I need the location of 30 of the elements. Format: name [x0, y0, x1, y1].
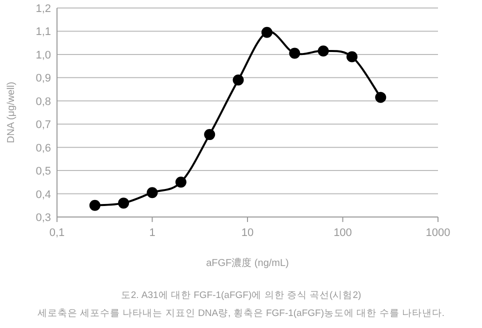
y-tick-label: 0,5	[36, 166, 51, 178]
y-tick-label: 1,2	[36, 3, 51, 15]
text: 세로축은 세포수를 나타내는 지표인 DNA량, 횡축은 FGF-1(aFGF)농도에 대한 수를 나타낸다.	[37, 308, 445, 319]
x-tick-label: 100	[334, 227, 352, 239]
y-tick-label: 0,7	[36, 119, 51, 132]
x-axis-title: aFGF濃度 (ng/mL)	[206, 257, 289, 269]
x-tick-label: 1000	[426, 227, 450, 239]
y-tick-label: 0,9	[36, 72, 51, 85]
x-tick-label: 1	[149, 227, 156, 239]
y-tick-label: 0,4	[36, 188, 51, 201]
point	[261, 26, 272, 38]
y-tick-label: 0,8	[36, 96, 51, 108]
point	[204, 129, 216, 140]
y-tick-label: 1,1	[36, 26, 51, 38]
point	[146, 187, 158, 198]
point	[346, 51, 358, 62]
y-tick-label: 1,0	[36, 49, 51, 62]
x-tick-label: 0,1	[49, 227, 65, 239]
y-tick-label: 0,6	[36, 142, 51, 154]
text: 도2. A31에 대한 FGF-1(aFGF)에 의한 증식 곡선(시험2)	[120, 290, 362, 301]
point	[232, 74, 244, 86]
point	[318, 45, 329, 56]
x-tick-label: 10	[241, 227, 254, 239]
point	[375, 92, 386, 103]
point	[289, 48, 300, 59]
point	[89, 200, 100, 211]
point	[118, 198, 130, 209]
y-axis-title: DNA (μg/well)	[6, 82, 17, 144]
y-tick-label: 0,3	[36, 212, 51, 224]
point	[175, 176, 186, 188]
